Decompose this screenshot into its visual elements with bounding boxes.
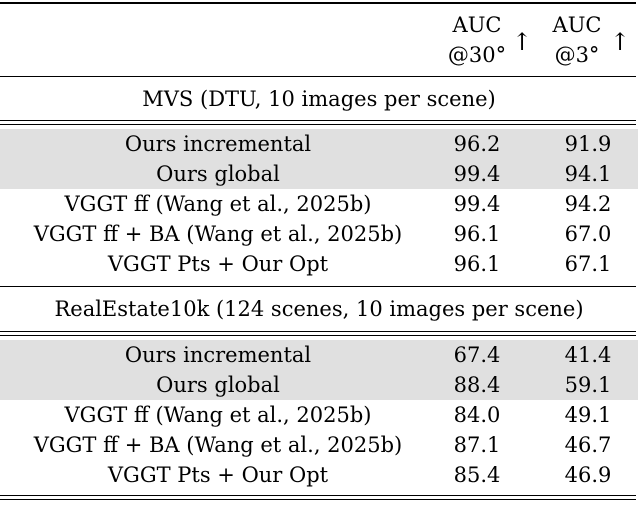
auc30-cell: 99.4 [453,192,501,216]
section-rule-dtu-1 [0,120,636,121]
bottom-rule-2 [0,499,636,500]
auc3-cell: 59.1 [564,373,612,397]
table-row: VGGT ff + BA (Wang et al., 2025b) 87.1 46.… [0,430,638,460]
auc3-cell: 46.9 [564,463,612,487]
header-rule [0,76,636,77]
table-row: VGGT Pts + Our Opt 96.1 67.1 [0,249,638,279]
section-rule-realestate-top [0,286,636,287]
table-row: Ours global 88.4 59.1 [0,370,638,400]
header-auc30-arrow: ↑ [512,28,533,56]
auc30-cell: 67.4 [453,343,501,367]
header-auc3-line2: @3° [554,43,600,67]
auc30-cell: 96.1 [453,252,501,276]
section-title-dtu: MVS (DTU, 10 images per scene) [142,87,496,111]
auc30-cell: 99.4 [453,162,501,186]
auc3-cell: 94.1 [564,162,612,186]
method-cell: VGGT Pts + Our Opt [107,463,329,487]
section-title-realestate: RealEstate10k (124 scenes, 10 images per… [54,297,584,321]
auc30-cell: 84.0 [453,403,501,427]
auc3-cell: 67.0 [564,222,612,246]
table-row: VGGT ff (Wang et al., 2025b) 99.4 94.2 [0,189,638,219]
method-cell: VGGT ff + BA (Wang et al., 2025b) [33,222,403,246]
method-cell: VGGT ff (Wang et al., 2025b) [64,192,372,216]
method-cell: Ours incremental [124,343,312,367]
header-auc3-arrow: ↑ [610,28,631,56]
method-cell: VGGT Pts + Our Opt [107,252,329,276]
auc30-cell: 88.4 [453,373,501,397]
method-cell: VGGT ff (Wang et al., 2025b) [64,403,372,427]
table-row: VGGT Pts + Our Opt 85.4 46.9 [0,460,638,490]
header-auc3-line1: AUC [552,13,602,37]
method-cell: VGGT ff + BA (Wang et al., 2025b) [33,433,403,457]
method-cell: Ours global [156,162,280,186]
table-row: VGGT ff (Wang et al., 2025b) 84.0 49.1 [0,400,638,430]
method-cell: Ours incremental [124,132,312,156]
auc3-cell: 46.7 [564,433,612,457]
section-rule-realestate-1 [0,331,636,332]
header-auc30-line2: @30° [447,43,507,67]
auc30-cell: 85.4 [453,463,501,487]
auc3-cell: 49.1 [564,403,612,427]
auc3-cell: 91.9 [564,132,612,156]
auc3-cell: 67.1 [564,252,612,276]
header-auc30-line1: AUC [452,13,502,37]
table-row: Ours incremental 67.4 41.4 [0,340,638,370]
section-rule-realestate-2 [0,335,636,336]
method-cell: Ours global [156,373,280,397]
auc30-cell: 96.1 [453,222,501,246]
auc3-cell: 41.4 [564,343,612,367]
auc30-cell: 96.2 [453,132,501,156]
top-rule [0,2,636,4]
auc3-cell: 94.2 [564,192,612,216]
table-row: Ours incremental 96.2 91.9 [0,129,638,159]
table-row: VGGT ff + BA (Wang et al., 2025b) 96.1 67.… [0,219,638,249]
bottom-rule-1 [0,495,636,496]
section-rule-dtu-2 [0,124,636,125]
table-row: Ours global 99.4 94.1 [0,159,638,189]
auc30-cell: 87.1 [453,433,501,457]
